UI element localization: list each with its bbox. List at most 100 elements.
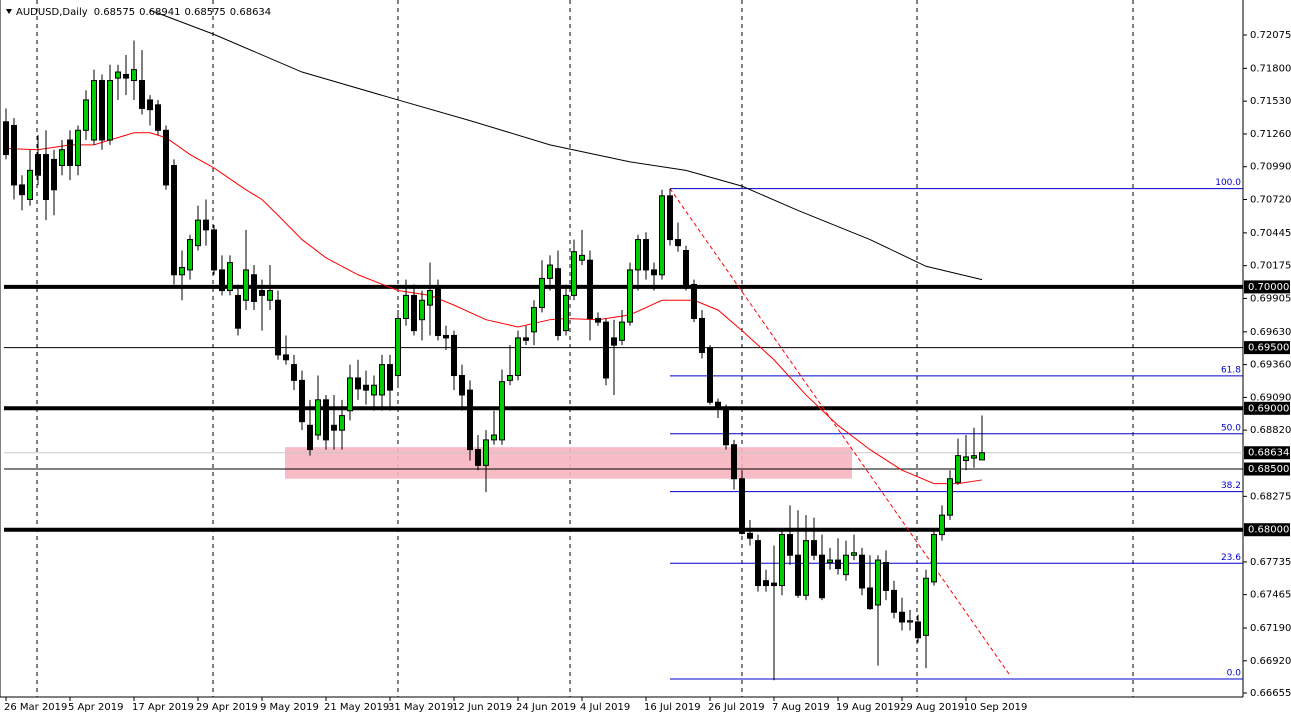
x-tick-label: 24 Jun 2019 (516, 702, 576, 713)
candle-body (883, 561, 889, 591)
level-label-box (1244, 280, 1290, 294)
candle-body (235, 294, 241, 329)
y-tick-label: 0.71260 (1250, 129, 1291, 140)
y-tick-label: 0.71530 (1250, 96, 1291, 107)
candle-body (523, 337, 529, 341)
candle-body (51, 158, 57, 191)
candle-body (475, 449, 481, 466)
y-tick-label: 0.67190 (1250, 623, 1291, 634)
candle-body (891, 589, 897, 613)
candle-body (403, 294, 409, 319)
candle-body (363, 384, 369, 391)
candle-body (755, 540, 761, 587)
candle-body (811, 540, 817, 556)
candle-body (715, 401, 721, 409)
header-value: 0.68634 (230, 7, 271, 18)
candle-body (643, 239, 649, 271)
candle-body (931, 534, 937, 583)
candle-body (307, 424, 313, 451)
candle-body (571, 251, 577, 296)
candle-body (731, 444, 737, 480)
x-tick-label: 26 Jul 2019 (708, 702, 765, 713)
candle-body (27, 169, 33, 200)
level-label: 0.69500 (1248, 343, 1289, 354)
candle-body (563, 294, 569, 332)
x-tick-label: 7 Aug 2019 (772, 702, 830, 713)
fib-label: 50.0 (1221, 423, 1241, 433)
candle-body (763, 580, 769, 587)
candle-body (227, 262, 233, 292)
x-tick-label: 26 Mar 2019 (4, 702, 67, 713)
candle-body (579, 254, 585, 261)
y-tick-label: 0.70720 (1250, 195, 1291, 206)
candle-body (379, 364, 385, 396)
candle-body (651, 269, 657, 276)
candle-body (467, 389, 473, 451)
candle-body (267, 290, 273, 301)
price-label: 0.68634 (1248, 448, 1289, 459)
candle-body (499, 381, 505, 441)
candle-body (187, 239, 193, 271)
x-tick-label: 29 Aug 2019 (900, 702, 964, 713)
candle-body (331, 424, 337, 431)
level-label-box (1244, 462, 1290, 476)
candle-body (243, 269, 249, 301)
candle-body (851, 552, 857, 556)
menu-arrow (6, 9, 12, 14)
x-tick-label: 4 Jul 2019 (580, 702, 630, 713)
y-tick-label: 0.68820 (1250, 425, 1291, 436)
candle-body (371, 384, 377, 396)
candle-body (67, 139, 73, 167)
x-tick-label: 10 Sep 2019 (964, 702, 1027, 713)
x-tick-label: 31 May 2019 (388, 702, 453, 713)
candle-body (491, 434, 497, 441)
y-tick-label: 0.69090 (1250, 392, 1291, 403)
x-tick-label: 16 Jul 2019 (644, 702, 701, 713)
candle-body (427, 290, 433, 306)
level-label-box (1244, 341, 1290, 355)
candle-body (115, 71, 121, 79)
y-tick-label: 0.70445 (1250, 228, 1291, 239)
fib-label: 100.0 (1215, 178, 1241, 188)
candle-body (59, 149, 65, 167)
candle-body (803, 540, 809, 596)
candle-body (515, 337, 521, 377)
candle-body (827, 559, 833, 563)
candle-body (259, 290, 265, 296)
candle-body (723, 407, 729, 446)
candle-body (435, 287, 441, 336)
x-tick-label: 9 May 2019 (260, 702, 319, 713)
chart-header: AUDUSD,Daily 0.68575 0.68941 0.68575 0.68634 (16, 7, 271, 18)
candle-body (619, 321, 625, 341)
trendline (669, 188, 1011, 676)
candle-body (75, 129, 81, 167)
fib-label: 0.0 (1227, 669, 1242, 679)
candle-body (955, 455, 961, 483)
candle-body (419, 299, 425, 321)
candle-body (411, 294, 417, 332)
candle-body (947, 478, 953, 516)
candle-body (323, 399, 329, 441)
y-tick-label: 0.69360 (1250, 360, 1291, 371)
level-label-box (1244, 401, 1290, 415)
candle-body (387, 364, 393, 391)
y-tick-label: 0.67735 (1250, 557, 1291, 568)
x-tick-label: 21 May 2019 (324, 702, 389, 713)
y-tick-label: 0.70175 (1250, 261, 1291, 272)
symbol: AUDUSD,Daily (16, 7, 88, 18)
candle-body (3, 121, 9, 156)
candle-body (195, 219, 201, 247)
x-tick-label: 29 Apr 2019 (196, 702, 258, 713)
candle-body (667, 195, 673, 241)
header-value: 0.68575 (184, 7, 225, 18)
candle-body (683, 249, 689, 285)
header-value: 0.68941 (139, 7, 180, 18)
candle-body (211, 229, 217, 271)
candle-body (899, 611, 905, 623)
moving-average (149, 9, 983, 281)
candle-body (939, 514, 945, 536)
candle-body (459, 375, 465, 396)
header-value: 0.68575 (94, 7, 135, 18)
candle-body (163, 129, 169, 186)
fib-label: 23.6 (1221, 553, 1241, 563)
